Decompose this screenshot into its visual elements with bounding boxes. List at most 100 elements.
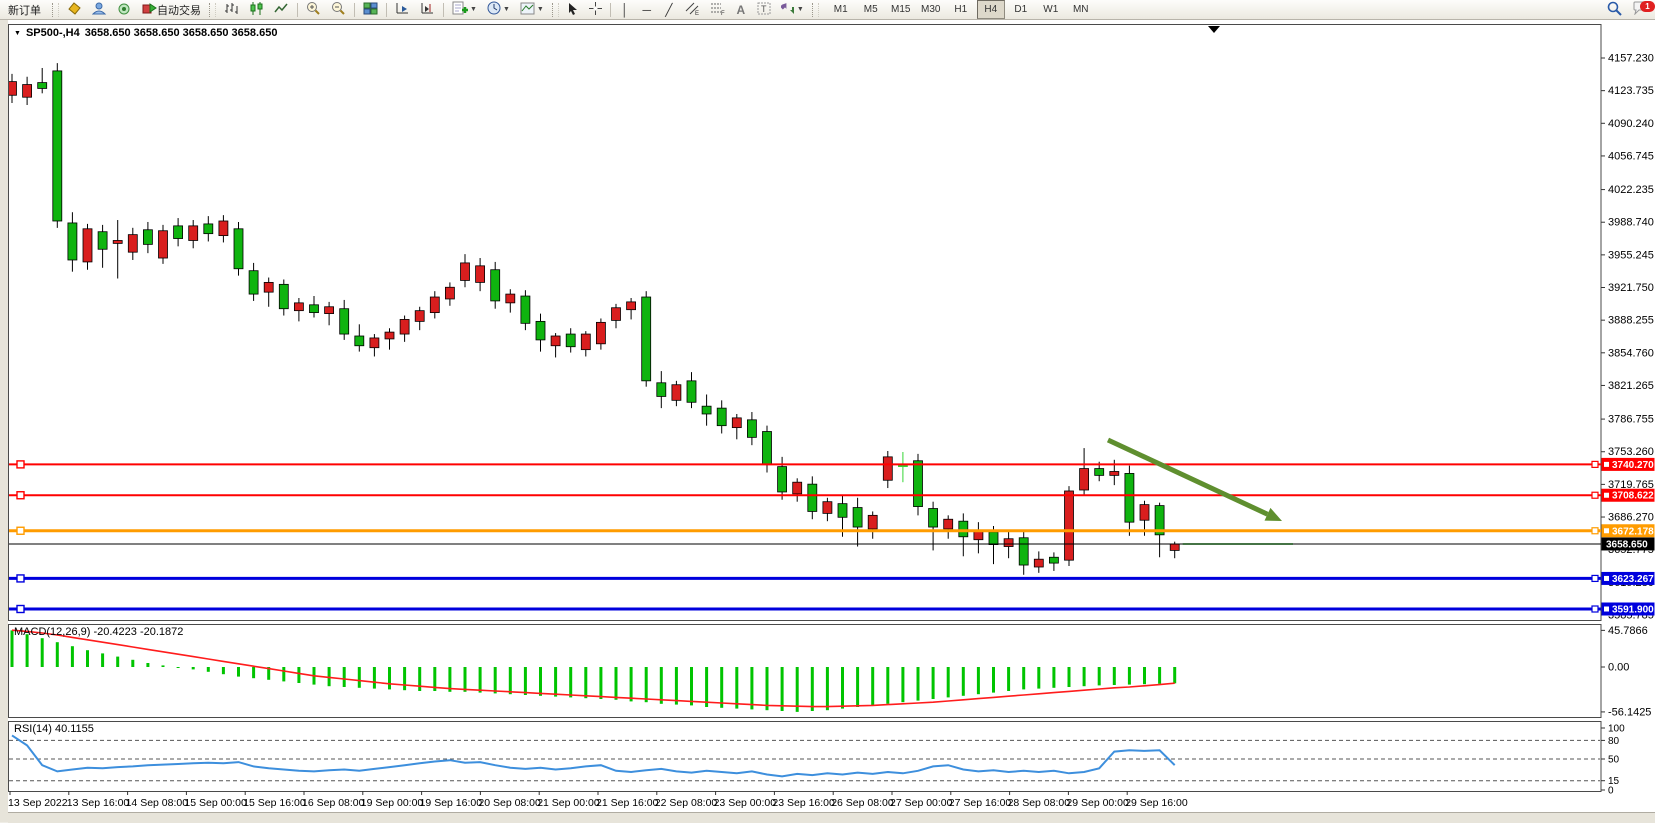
line-handle-left[interactable] [16,574,25,583]
trend-arrow[interactable] [1106,437,1282,521]
candle-body [852,507,863,528]
macd-axis-label: 45.7866 [1608,625,1648,637]
cursor-button[interactable] [563,1,583,18]
text-button[interactable]: A [731,1,751,18]
window-bottom-frame [8,812,1655,823]
toolbar-grip[interactable] [811,2,819,17]
timeframe-button-w1[interactable]: W1 [1043,4,1059,15]
line-handle-right[interactable] [1591,527,1599,535]
line-handle-right[interactable] [1591,574,1599,583]
arrows-button[interactable]: ▼ [777,1,808,18]
signals-button[interactable] [63,1,86,18]
price-axis-label: 3955.245 [1608,249,1654,261]
fibonacci-button[interactable]: F [706,1,729,18]
candle-body [203,223,214,235]
line-handle-left[interactable] [16,460,25,469]
timeframe-button-d1[interactable]: D1 [1014,4,1028,15]
rsi-axis-label: 100 [1608,724,1625,735]
bar-chart-button[interactable] [220,1,243,18]
trendline-button[interactable]: ╱ [659,1,679,18]
timeframe-button-mn[interactable]: MN [1072,4,1089,15]
timeframe-button-h1[interactable]: H1 [954,4,968,15]
chat-button[interactable]: 1 [1633,1,1655,18]
toolbar-grip[interactable] [52,2,59,17]
text-label-icon: T [757,2,771,18]
search-icon[interactable] [1607,1,1623,19]
timeframe-button-m15[interactable]: M15 [891,4,911,15]
new-chart-button[interactable]: ▼ [448,1,481,18]
rsi-indicator-label: RSI(14) 40.1155 [14,723,94,735]
tile-windows-button[interactable] [359,1,382,18]
text-label-button[interactable]: T [753,1,775,18]
toolbar-grip[interactable] [551,2,559,17]
candle-body [158,230,168,259]
timeframe-button-m1[interactable]: M1 [833,4,848,15]
candle-body [1003,538,1014,547]
price-tag-3708.622 [1601,488,1655,502]
channel-button[interactable]: E [681,1,704,18]
macd-histogram-bar [388,667,391,690]
chevron-down-icon: ▼ [796,6,804,13]
chart-window[interactable]: ▼ SP500-,H4 3658.650 3658.650 3658.650 3… [8,20,1655,812]
macd-signal-line [11,629,1175,708]
main-chart-pane[interactable] [8,24,1602,621]
macd-histogram-bar [674,667,678,705]
candle-body [822,501,833,514]
line-handle-right[interactable] [1591,605,1599,613]
chart-canvas[interactable]: 4157.230 4123.735 4090.240 4056.745 4022.235… [8,20,1655,812]
auto-trading-button[interactable]: 自动交易 [138,1,205,18]
candlestick-series [9,63,1293,575]
line-handle-right[interactable] [1591,491,1599,499]
macd-pane[interactable] [8,624,1602,718]
svg-text:E: E [695,11,699,15]
macd-histogram-bar [478,667,482,693]
candle-body [505,293,516,304]
candle-body [1079,468,1089,491]
rsi-pane[interactable] [8,721,1602,792]
macd-histogram-bar [750,667,754,710]
candle-body [475,265,486,283]
price-tag-3623.267 [1601,571,1655,585]
candle-body [882,456,893,481]
horizontal-level-lines[interactable] [9,460,1601,614]
candlestick-chart-button[interactable] [245,1,268,18]
line-handle-left[interactable] [16,491,25,500]
price-tag-notch [1604,528,1609,534]
candle-body [565,333,576,348]
candle-body [611,307,621,321]
line-chart-button[interactable] [270,1,293,18]
equidistant-channel-icon: E [685,2,700,18]
candle-body [1049,556,1059,564]
line-handle-right[interactable] [1591,460,1599,468]
new-order-button[interactable]: 新订单 [1,1,48,18]
news-button[interactable] [113,1,136,18]
rsi-axis-label: 15 [1608,776,1620,787]
text-icon: A [736,2,746,17]
periods-button[interactable]: ▼ [483,1,514,18]
timeframe-button-m5[interactable]: M5 [863,4,878,15]
price-tags: 3740.270 3708.622 3672.178 3658.650 3623.267… [1601,457,1655,616]
line-handle-left[interactable] [16,526,25,535]
macd-histogram-bar [584,667,588,699]
chart-shift-button[interactable] [416,1,439,18]
toolbar-grip[interactable] [209,2,216,17]
candle-body [777,466,787,493]
crosshair-button[interactable] [585,1,606,18]
chart-shift-marker[interactable] [1208,26,1220,33]
macd-histogram-bar [221,667,225,675]
zoom-out-button[interactable] [327,1,350,18]
timeframe-button-m30[interactable]: M30 [921,4,941,15]
macd-histogram-bar [614,667,618,700]
zoom-in-button[interactable] [302,1,325,18]
candle-body [309,304,319,314]
templates-button[interactable]: ▼ [516,1,548,18]
vertical-line-button[interactable]: │ [615,1,635,18]
profile-button[interactable] [88,1,111,18]
auto-scroll-button[interactable] [391,1,414,18]
timeframe-button-h4[interactable]: H4 [976,0,1005,19]
line-handle-left[interactable] [16,604,25,614]
horizontal-line-button[interactable]: ─ [637,1,657,18]
candle-body [928,508,938,528]
symbol-dropdown-icon[interactable]: ▼ [14,29,21,37]
